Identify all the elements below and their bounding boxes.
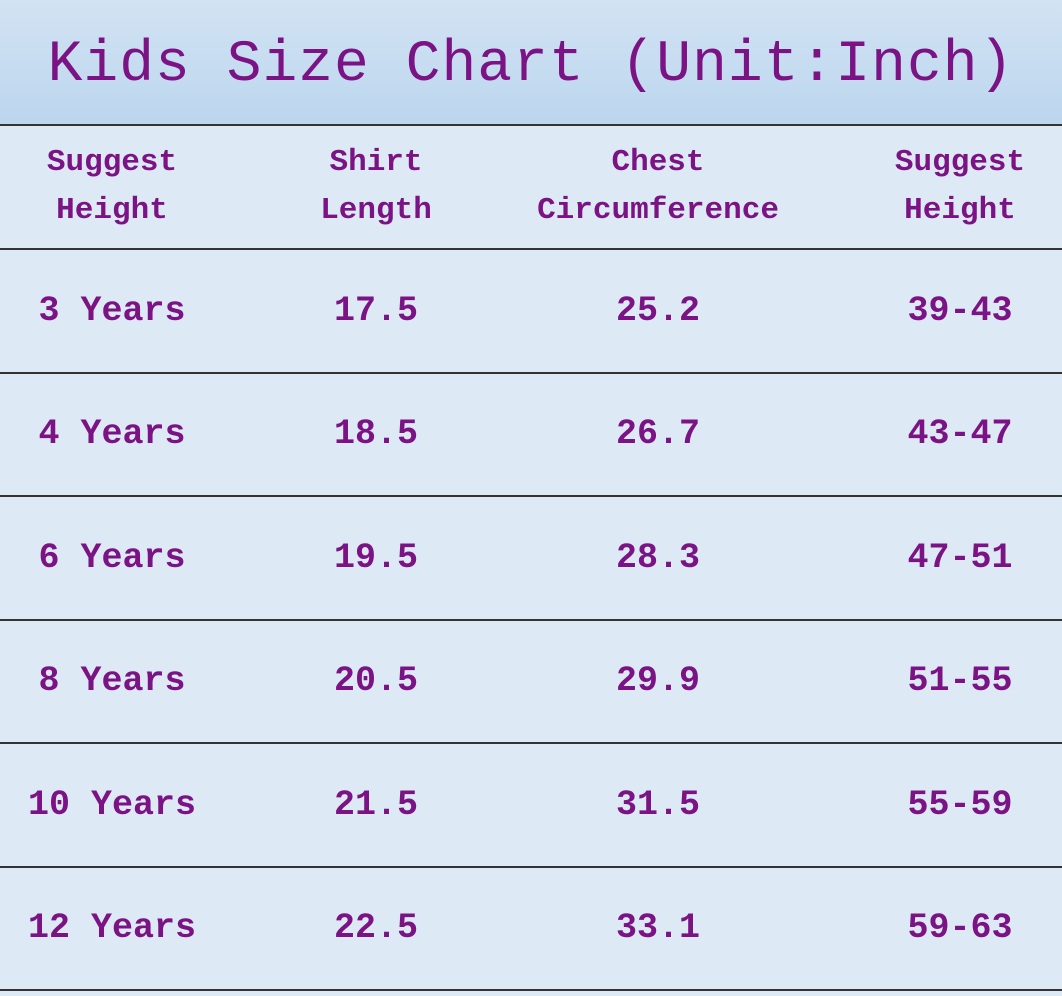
table-cell: 6 Years <box>38 537 186 578</box>
table-cell: 25.2 <box>615 290 701 331</box>
header-text: Chest <box>611 145 705 180</box>
header-cell: Shirt Length <box>320 126 432 248</box>
table-row: 4 Years 18.5 26.7 43-47 <box>0 374 1062 497</box>
title-band: Kids Size Chart (Unit:Inch) <box>0 0 1062 126</box>
header-text: Height <box>904 193 1016 228</box>
header-text: Shirt <box>329 145 423 180</box>
table-cell: 59-63 <box>907 908 1013 949</box>
table-row: 12 Years 22.5 33.1 59-63 <box>0 868 1062 991</box>
header-text: Suggest <box>46 145 178 180</box>
header-cell: Chest Circumference <box>537 126 779 248</box>
header-text: Height <box>56 193 168 228</box>
table-cell: 8 Years <box>38 661 186 702</box>
table-cell: 29.9 <box>615 661 701 702</box>
table-row: 10 Years 21.5 31.5 55-59 <box>0 744 1062 868</box>
header-text: Suggest <box>894 145 1026 180</box>
title: Kids Size Chart (Unit:Inch) <box>47 32 1015 98</box>
table-cell: 20.5 <box>333 661 419 702</box>
table-cell: 31.5 <box>615 784 701 825</box>
table-cell: 55-59 <box>907 784 1013 825</box>
table-row: 3 Years 17.5 25.2 39-43 <box>0 250 1062 374</box>
table-row: 8 Years 20.5 29.9 51-55 <box>0 621 1062 744</box>
table-cell: 26.7 <box>615 414 701 455</box>
table-cell: 33.1 <box>615 908 701 949</box>
table-cell: 12 Years <box>27 908 197 949</box>
table-cell: 28.3 <box>615 537 701 578</box>
table-cell: 43-47 <box>907 414 1013 455</box>
table-row: 6 Years 19.5 28.3 47-51 <box>0 497 1062 621</box>
header-text: Length <box>320 193 432 228</box>
table-cell: 17.5 <box>333 290 419 331</box>
header-cell: Suggest Height <box>47 126 177 248</box>
table-cell: 4 Years <box>38 414 186 455</box>
table-cell: 3 Years <box>38 290 186 331</box>
table-cell: 39-43 <box>907 290 1013 331</box>
table-cell: 21.5 <box>333 784 419 825</box>
header-cell: Suggest Height <box>895 126 1025 248</box>
table-cell: 19.5 <box>333 537 419 578</box>
table-cell: 47-51 <box>907 537 1013 578</box>
table-cell: 51-55 <box>907 661 1013 702</box>
table-cell: 22.5 <box>333 908 419 949</box>
table-cell: 18.5 <box>333 414 419 455</box>
header-text: Circumference <box>537 193 779 228</box>
table-cell: 10 Years <box>27 784 197 825</box>
header-row: Suggest Height Shirt Length Chest Circumferen… <box>0 126 1062 250</box>
